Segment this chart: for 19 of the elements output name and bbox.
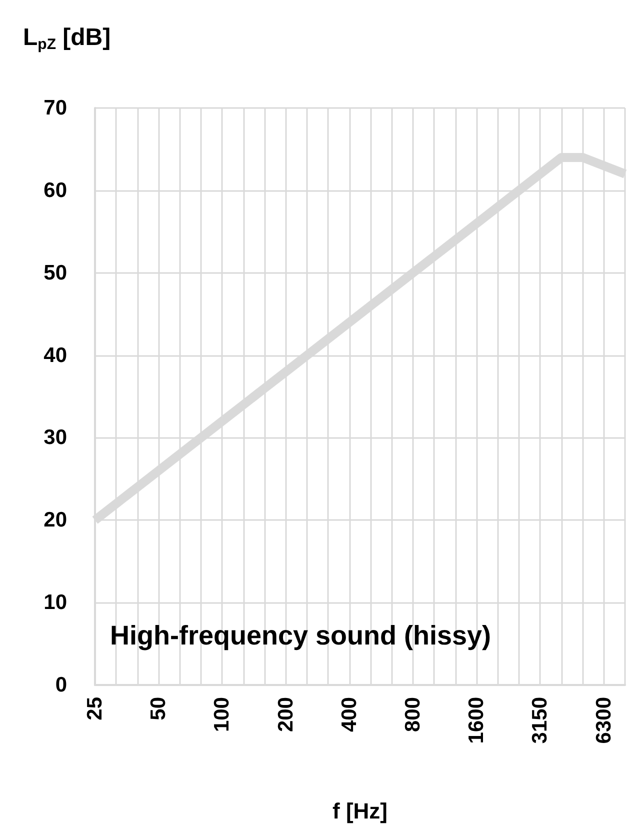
x-tick-label: 800: [402, 697, 424, 732]
x-tick-label: 3150: [528, 697, 552, 744]
x-axis-title: f [Hz]: [332, 798, 388, 824]
y-tick-label: 0: [55, 674, 67, 696]
y-tick-label: 50: [44, 261, 67, 284]
y-tick-label: 60: [44, 178, 67, 202]
y-tick-label: 20: [44, 508, 67, 532]
y-tick-label: 40: [44, 344, 67, 367]
y-tick-label: 10: [44, 591, 67, 614]
x-tick-label: 200: [274, 697, 298, 732]
x-tick-label: 25: [84, 696, 106, 720]
x-tick-label: 400: [338, 697, 361, 732]
x-tick-label: 100: [210, 697, 234, 732]
y-tick-label: 70: [44, 96, 67, 120]
annotation: High-frequency sound (hissy): [110, 620, 492, 650]
x-tick-label: 1600: [465, 697, 488, 744]
y-tick-label: 30: [44, 426, 67, 450]
x-tick-label: 50: [147, 697, 170, 720]
x-tick-label: 6300: [592, 697, 616, 744]
